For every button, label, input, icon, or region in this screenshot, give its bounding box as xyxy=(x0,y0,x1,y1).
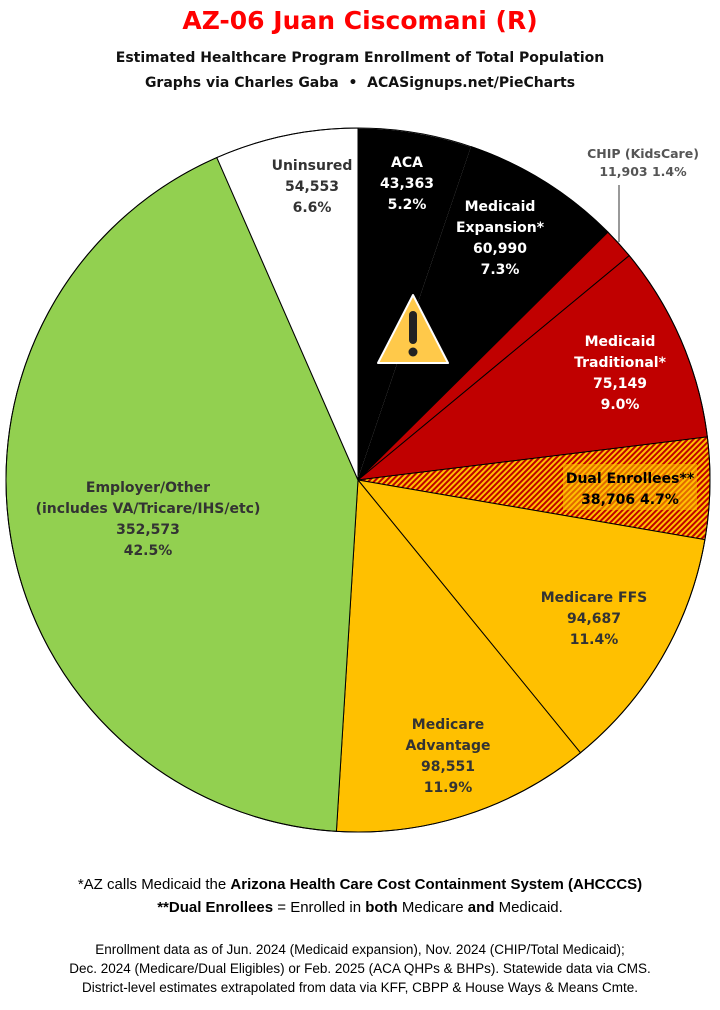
slice-label-medicare-ffs: 94,687 xyxy=(567,611,621,627)
slice-label-dual-enrollees: Dual Enrollees** xyxy=(566,471,695,487)
slice-label-medicare-ffs: 11.4% xyxy=(570,632,619,648)
note-text: = Enrolled in xyxy=(273,899,366,916)
source-line: Enrollment data as of Jun. 2024 (Medicai… xyxy=(95,942,625,957)
footnote-ahcccs: *AZ calls Medicaid the Arizona Health Ca… xyxy=(0,876,720,893)
slice-label-medicare-ffs: Medicare FFS xyxy=(541,590,647,606)
slice-label-employer-other: 352,573 xyxy=(116,522,180,538)
pie-outline xyxy=(5,127,711,833)
slice-label-medicaid-traditional: Traditional* xyxy=(574,355,667,371)
sources: Enrollment data as of Jun. 2024 (Medicai… xyxy=(0,940,720,997)
pie-chart: ACA 43,363 5.2% Medicaid Expansion* 60,990 7.3… xyxy=(5,127,711,833)
slice-label-medicaid-traditional: 9.0% xyxy=(601,397,640,413)
chart-subtitle: Estimated Healthcare Program Enrollment … xyxy=(115,50,605,66)
slice-label-medicare-advantage: 98,551 xyxy=(421,759,475,775)
slice-label-medicare-advantage: Medicare xyxy=(412,717,484,733)
note-text: *AZ calls Medicaid the xyxy=(77,876,231,893)
slice-label-uninsured: 6.6% xyxy=(293,200,332,216)
warning-icon xyxy=(377,294,449,364)
slice-label-uninsured: 54,553 xyxy=(285,179,339,195)
slice-label-medicaid-expansion: Medicaid xyxy=(465,199,536,215)
note-bold: both xyxy=(365,899,398,916)
note-bold: **Dual Enrollees xyxy=(157,899,274,916)
note-bold: Arizona Health Care Cost Containment Sys… xyxy=(230,876,643,893)
dual-label-background xyxy=(563,464,697,510)
slice-label-medicare-advantage: 11.9% xyxy=(424,780,473,796)
slice-label-medicaid-expansion: 60,990 xyxy=(473,241,527,257)
note-bold: and xyxy=(467,899,495,916)
slice-label-medicaid-traditional: Medicaid xyxy=(585,334,656,350)
source-line: District-level estimates extrapolated fr… xyxy=(82,980,638,995)
slice-label-dual-enrollees: 38,706 4.7% xyxy=(581,492,679,508)
slice-label-aca: 5.2% xyxy=(388,197,427,213)
slice-label-medicare-advantage: Advantage xyxy=(405,738,490,754)
slice-label-chip: 11,903 1.4% xyxy=(599,164,687,179)
slice-label-employer-other: Employer/Other xyxy=(86,480,210,496)
slice-label-employer-other: (includes VA/Tricare/IHS/etc) xyxy=(36,501,261,517)
note-text: Medicare xyxy=(397,899,468,916)
footnote-dual: **Dual Enrollees = Enrolled in both Medi… xyxy=(0,899,720,916)
slice-label-medicaid-expansion: 7.3% xyxy=(481,262,520,278)
chart-title: AZ-06 Juan Ciscomani (R) xyxy=(182,6,538,35)
slice-label-medicaid-expansion: Expansion* xyxy=(456,220,545,236)
note-text: Medicaid. xyxy=(494,899,563,916)
chart-credit: Graphs via Charles Gaba • ACASignups.net… xyxy=(144,75,576,91)
slice-label-chip: CHIP (KidsCare) xyxy=(587,146,699,161)
source-line: Dec. 2024 (Medicare/Dual Eligibles) or F… xyxy=(69,961,651,976)
slice-label-employer-other: 42.5% xyxy=(124,543,173,559)
slice-label-medicaid-traditional: 75,149 xyxy=(593,376,647,392)
slice-label-aca: 43,363 xyxy=(380,176,434,192)
slice-label-aca: ACA xyxy=(391,155,423,171)
slice-label-uninsured: Uninsured xyxy=(272,158,353,174)
